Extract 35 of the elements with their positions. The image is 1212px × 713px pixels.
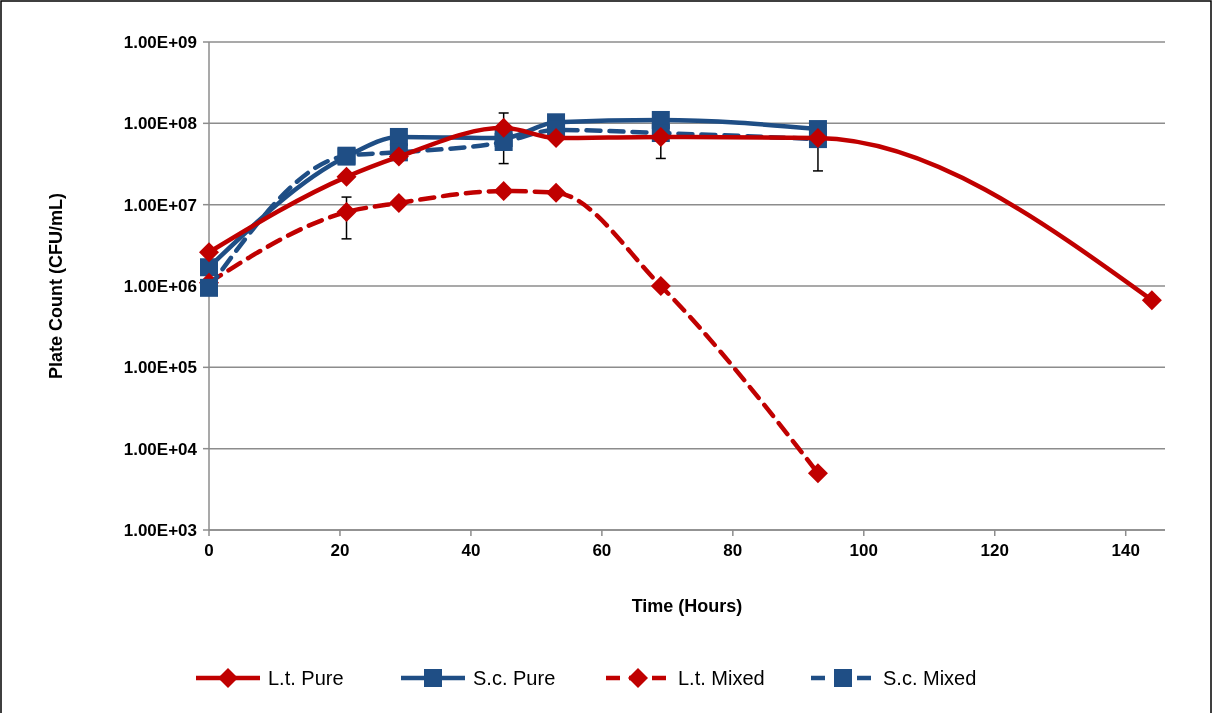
point xyxy=(336,166,357,187)
x-tick-label: 40 xyxy=(461,541,481,560)
point xyxy=(336,202,357,223)
y-tick-label: 1.00E+08 xyxy=(123,114,197,134)
y-tick-label: 1.00E+06 xyxy=(123,276,197,296)
point xyxy=(650,276,671,296)
legend-label: L.t. Pure xyxy=(268,667,344,689)
legend-label: S.c. Pure xyxy=(473,667,556,689)
point xyxy=(388,192,409,213)
point xyxy=(493,117,514,138)
y-tick-label: 1.00E+09 xyxy=(123,32,197,52)
y-tick-label: 1.00E+05 xyxy=(123,358,197,378)
point xyxy=(200,278,218,297)
point xyxy=(807,463,828,484)
x-tick-label: 60 xyxy=(592,541,612,560)
point xyxy=(546,182,567,203)
y-tick-label: 1.00E+04 xyxy=(123,439,198,459)
point xyxy=(199,242,219,263)
x-tick-label: 120 xyxy=(980,541,1009,560)
point xyxy=(1141,290,1162,311)
x-tick-label: 80 xyxy=(723,541,743,560)
x-axis-title: Time (Hours) xyxy=(631,596,743,616)
x-tick-label: 20 xyxy=(330,541,350,560)
x-tick-label: 100 xyxy=(849,541,878,560)
y-tick-label: 1.00E+03 xyxy=(123,520,197,540)
x-tick-label: 0 xyxy=(204,541,214,560)
legend-label: L.t. Mixed xyxy=(678,667,765,689)
y-axis-title: Plate Count (CFU/mL) xyxy=(46,193,66,379)
point xyxy=(388,146,409,167)
point xyxy=(546,128,567,149)
point xyxy=(493,181,514,202)
point xyxy=(494,132,513,151)
x-tick-label: 140 xyxy=(1111,541,1140,560)
y-tick-label: 1.00E+07 xyxy=(123,195,197,215)
legend-label: S.c. Mixed xyxy=(883,667,977,689)
